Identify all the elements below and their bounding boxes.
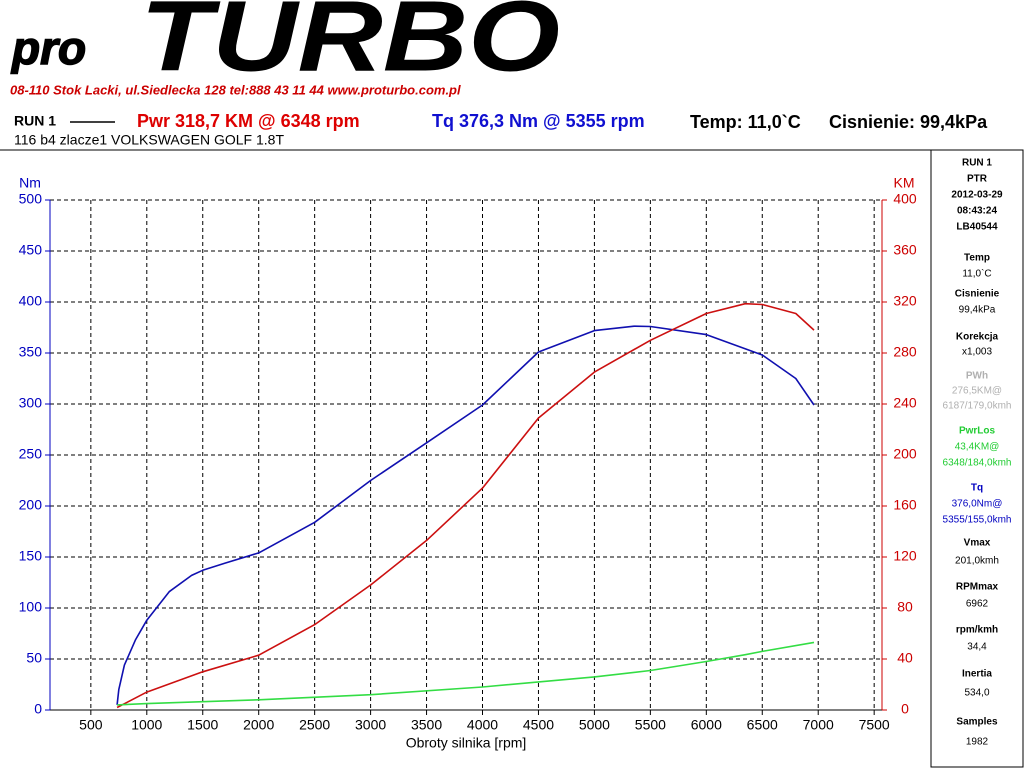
x-tick-label: 4000 [467,717,498,733]
y-tick-label: 250 [19,446,43,462]
panel-value: 34,4 [967,642,987,653]
y2-tick-label: 360 [893,242,917,258]
y-tick-label: 150 [19,548,43,564]
torque-summary: Tq 376,3 Nm @ 5355 rpm [432,111,645,131]
x-tick-label: 1500 [187,717,218,733]
y-axis-title: Nm [19,175,41,191]
address: 08-110 Stok Lacki, ul.Siedlecka 128 tel:… [10,82,461,97]
y-tick-label: 300 [19,395,43,411]
power-summary: Pwr 318,7 KM @ 6348 rpm [137,111,360,131]
y-tick-label: 350 [19,344,43,360]
x-tick-label: 2000 [243,717,274,733]
panel-label: RPMmax [956,582,999,593]
panel-label: Tq [971,483,983,494]
x-tick-label: 5000 [579,717,610,733]
panel-value: 376,0Nm@ [952,499,1003,510]
panel-label: Korekcja [956,332,999,343]
y-tick-label: 200 [19,497,43,513]
x-tick-label: 2500 [299,717,330,733]
panel-value: 1982 [966,737,989,748]
y-tick-label: 50 [26,650,42,666]
y2-tick-label: 320 [893,293,917,309]
series-line [116,302,815,709]
y2-tick-label: 80 [897,599,913,615]
series-line [116,325,815,705]
y2-axis-title: KM [894,175,915,191]
y-tick-label: 100 [19,599,43,615]
y2-tick-label: 240 [893,395,917,411]
panel-value: 99,4kPa [959,305,996,316]
panel-value: 6348/184,0kmh [943,458,1012,469]
x-tick-label: 6000 [691,717,722,733]
panel-label: Samples [956,717,998,728]
panel-label: rpm/kmh [956,625,998,636]
panel-value: 43,4KM@ [955,442,1000,453]
y-tick-label: 450 [19,242,43,258]
panel-value: 5355/155,0kmh [943,515,1012,526]
subtitle: 116 b4 zlacze1 VOLKSWAGEN GOLF 1.8T [14,132,284,148]
x-axis-title: Obroty silnika [rpm] [406,735,527,751]
pressure: Cisnienie: 99,4kPa [829,112,988,132]
panel-label: Temp [964,253,990,264]
panel-label: Inertia [962,669,992,680]
run-label: RUN 1 [14,113,56,129]
y2-tick-label: 120 [893,548,917,564]
x-tick-label: 1000 [131,717,162,733]
panel-value: 276,5KM@ [952,386,1002,397]
y2-tick-label: 200 [893,446,917,462]
y2-tick-label: 160 [893,497,917,513]
logo-turbo: TURBO [140,0,560,92]
panel-value: 11,0`C [962,268,991,280]
panel-value: x1,003 [962,347,992,358]
side-panel [930,149,1024,768]
x-tick-label: 500 [79,717,103,733]
panel-value: 08:43:24 [957,206,997,217]
panel-value: 534,0 [964,688,989,699]
y2-tick-label: 400 [893,191,917,207]
x-tick-label: 5500 [635,717,666,733]
x-tick-label: 4500 [523,717,554,733]
logo-pro: pro [10,22,86,74]
panel-label: RUN 1 [962,158,992,169]
panel-value: PTR [967,174,988,185]
series-line [117,641,815,706]
panel-value: 6187/179,0kmh [943,401,1012,412]
temperature: Temp: 11,0`C [690,112,801,132]
y-tick-label: 0 [34,701,42,717]
panel-label: Cisnienie [955,289,1000,300]
y2-tick-label: 40 [897,650,913,666]
y-tick-label: 500 [19,191,43,207]
y2-tick-label: 280 [893,344,917,360]
x-tick-label: 3000 [355,717,386,733]
panel-label: PWh [966,371,988,382]
panel-value: 201,0kmh [955,556,999,567]
panel-value: 6962 [966,599,989,610]
panel-value: 2012-03-29 [951,190,1003,201]
panel-label: Vmax [964,538,991,549]
panel-label: PwrLos [959,426,996,437]
panel-value: LB40544 [956,222,998,233]
x-tick-label: 6500 [747,717,778,733]
x-tick-label: 7500 [859,717,890,733]
y2-tick-label: 0 [901,701,909,717]
x-tick-label: 3500 [411,717,442,733]
y-tick-label: 400 [19,293,43,309]
x-tick-label: 7000 [803,717,834,733]
